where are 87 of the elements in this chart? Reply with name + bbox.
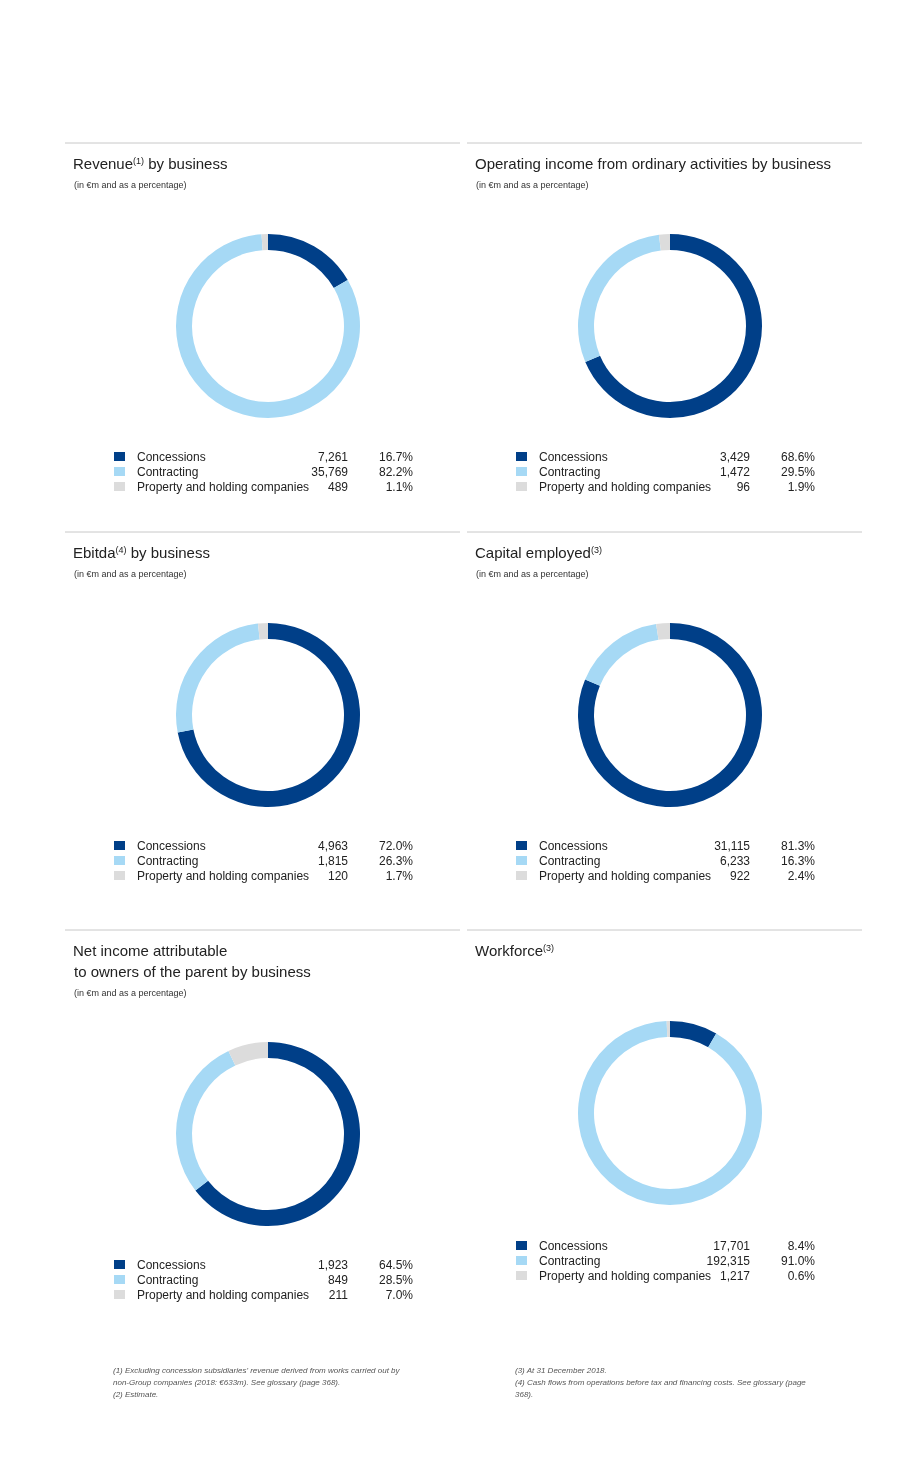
legend-label: Concessions <box>539 1239 608 1253</box>
legend-label: Contracting <box>539 854 601 868</box>
text: 1.9% <box>787 480 815 494</box>
data-label: 1,923 <box>317 1258 349 1272</box>
legend-label: Property and holding companies <box>539 480 712 494</box>
legend-label: Property and holding companies <box>539 869 712 883</box>
data-label: 7,261 <box>317 450 349 464</box>
data-label: 849 <box>327 1273 349 1287</box>
chart-subtitle: (in €m and as a percentage) <box>476 569 589 579</box>
data-label: 6,233 <box>719 854 751 868</box>
text: (1) Excluding concession subsidiaries' revenue derived from works carried out by non-Group companies (2018: €633m). See glossary (page 368). <box>113 1366 401 1387</box>
donut-slice <box>261 234 268 251</box>
text: 91.0% <box>780 1254 815 1268</box>
legend-label: Property and holding companies <box>137 1288 310 1302</box>
data-label: 96 <box>736 480 751 494</box>
data-label: 4,963 <box>317 839 349 853</box>
text: 81.3% <box>780 839 815 853</box>
legend-label: Concessions <box>539 839 608 853</box>
legend-label: Concessions <box>137 450 206 464</box>
chart-subtitle: (in €m and as a percentage) <box>74 569 187 579</box>
text: 72.0% <box>378 839 413 853</box>
donut-slice <box>176 623 260 733</box>
text: 1.1% <box>385 480 413 494</box>
donut-slice <box>257 623 268 640</box>
legend-label: Contracting <box>539 1254 601 1268</box>
data-label: 31,115 <box>714 839 751 853</box>
donut-slice <box>176 234 360 418</box>
text: 8.4% <box>787 1239 815 1253</box>
legend-label: Contracting <box>137 465 199 479</box>
donut-slice <box>228 1042 268 1066</box>
data-label: 1,472 <box>719 465 751 479</box>
chart-subtitle: (in €m and as a percentage) <box>74 180 187 190</box>
text: 26.3% <box>378 854 413 868</box>
text: 82.2% <box>378 465 413 479</box>
donut-slice <box>585 234 762 418</box>
text: 1.7% <box>385 869 413 883</box>
donut-slice <box>656 623 670 640</box>
text: 0.6% <box>787 1269 815 1283</box>
text: 2.4% <box>787 869 815 883</box>
text: 64.5% <box>378 1258 413 1272</box>
data-label: 1,815 <box>317 854 349 868</box>
data-label: 120 <box>327 869 349 883</box>
chart-title: Capital employed$^{(3)}$ <box>475 544 602 561</box>
text: 16.3% <box>780 854 815 868</box>
donut-slice <box>658 234 670 251</box>
legend-label: Property and holding companies <box>539 1269 712 1283</box>
legend-label: Concessions <box>137 839 206 853</box>
text: (3) At 31 December 2018. <box>515 1366 607 1375</box>
chart-title: Net income attributable to owners of the parent by business <box>73 942 311 980</box>
donut-slice <box>176 1050 236 1191</box>
data-label: 3,429 <box>719 450 751 464</box>
data-label: 211 <box>328 1288 349 1302</box>
text: 68.6% <box>780 450 815 464</box>
data-label: 489 <box>327 480 349 494</box>
legend-label: Property and holding companies <box>137 869 310 883</box>
text: 7.0% <box>385 1288 413 1302</box>
chart-subtitle: (in €m and as a percentage) <box>74 988 187 998</box>
donut-slice <box>578 1021 762 1205</box>
data-label: 35,769 <box>311 465 349 479</box>
legend-label: Contracting <box>137 854 199 868</box>
legend-label: Concessions <box>539 450 608 464</box>
donut-slice <box>666 1021 670 1038</box>
data-label: 922 <box>729 869 751 883</box>
legend-label: Concessions <box>137 1258 206 1272</box>
chart-title: Ebitda$^{(4)}$ by business <box>73 544 210 561</box>
chart-title: Operating income from ordinary activities by business <box>475 155 831 172</box>
data-label: 192,315 <box>706 1254 751 1268</box>
donut-slice <box>177 623 360 807</box>
text: 16.7% <box>378 450 413 464</box>
legend-label: Contracting <box>137 1273 199 1287</box>
donut-slice <box>585 624 659 686</box>
donut-slice <box>578 234 661 362</box>
donut-slice <box>578 623 762 807</box>
legend-label: Property and holding companies <box>137 480 310 494</box>
text: 29.5% <box>780 465 815 479</box>
legend-label: Contracting <box>539 465 601 479</box>
text: (4) Cash flows from operations before tax and financing costs. See glossary (page 368). <box>515 1378 807 1399</box>
donut-slice <box>195 1042 360 1226</box>
donut-slice <box>670 1021 717 1048</box>
text: (2) Estimate. <box>113 1390 159 1399</box>
text: 28.5% <box>378 1273 413 1287</box>
donut-slice <box>268 234 348 289</box>
data-label: 1,217 <box>719 1269 751 1283</box>
chart-title: Revenue$^{(1)}$ by business <box>73 155 228 172</box>
chart-title: Workforce$^{(3)}$ <box>475 942 555 959</box>
data-label: 17,701 <box>713 1239 751 1253</box>
chart-subtitle: (in €m and as a percentage) <box>476 180 589 190</box>
